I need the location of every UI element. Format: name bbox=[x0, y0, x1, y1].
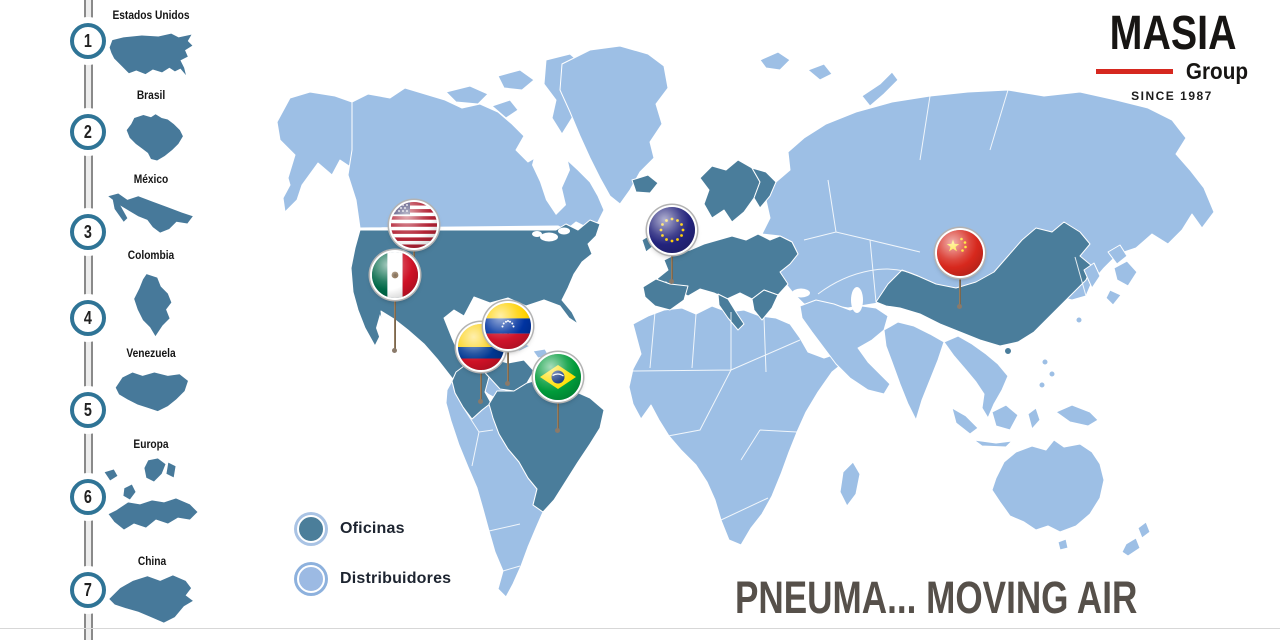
country-label: Europa bbox=[133, 437, 169, 451]
timeline-number-4: 4 bbox=[70, 300, 106, 336]
pin-stick bbox=[392, 275, 397, 353]
timeline-number-7: 7 bbox=[70, 572, 106, 608]
distributor-dot-icon bbox=[297, 565, 325, 593]
europe-silhouette-icon bbox=[103, 457, 199, 531]
country-borders bbox=[462, 89, 1087, 572]
country-label: Colombia bbox=[127, 248, 175, 262]
sidebar-item-china: China bbox=[96, 554, 208, 627]
pin-stick bbox=[505, 326, 510, 386]
legend-item-distribuidores: Distribuidores bbox=[294, 562, 451, 596]
timeline-number-3: 3 bbox=[70, 214, 106, 250]
venezuela-flag-icon bbox=[485, 303, 531, 349]
logo-title: MASIA bbox=[1109, 7, 1237, 60]
sidebar-item-colombia: Colombia bbox=[96, 248, 206, 347]
sidebar-item-venezuela: Venezuela bbox=[96, 346, 206, 419]
sidebar-item-mexico: México bbox=[96, 172, 206, 239]
pin-stick bbox=[957, 253, 962, 309]
office-dot-icon bbox=[297, 515, 325, 543]
mexico-flag-icon bbox=[372, 252, 418, 298]
timeline-number-2: 2 bbox=[70, 114, 106, 150]
country-label: China bbox=[137, 554, 167, 568]
pin-stick bbox=[555, 377, 560, 433]
timeline-number-5: 5 bbox=[70, 392, 106, 428]
masia-group-logo: MASIA Group SINCE 1987 bbox=[1096, 7, 1248, 103]
sidebar-item-europa: Europa bbox=[92, 437, 210, 544]
china-silhouette-icon bbox=[109, 575, 193, 623]
pin-stick bbox=[478, 347, 483, 404]
bottom-divider bbox=[0, 628, 1280, 629]
country-label: Brasil bbox=[136, 88, 166, 102]
china-flag-icon bbox=[937, 230, 983, 276]
colombia-silhouette-icon bbox=[134, 274, 172, 337]
brazil-silhouette-icon bbox=[126, 114, 183, 161]
country-label: México bbox=[133, 172, 169, 186]
mexico-silhouette-icon bbox=[108, 193, 193, 233]
pin-stick bbox=[669, 230, 674, 284]
country-label: Venezuela bbox=[126, 346, 176, 360]
venezuela-silhouette-icon bbox=[115, 372, 188, 412]
country-label: Estados Unidos bbox=[112, 8, 190, 22]
sidebar-item-estados-unidos: Estados Unidos bbox=[96, 8, 206, 81]
legend-item-oficinas: Oficinas bbox=[294, 512, 451, 546]
east-asia-islands bbox=[1038, 244, 1138, 389]
tagline: PNEUMA... MOVING AIR bbox=[735, 572, 1138, 623]
inland-seas bbox=[376, 145, 863, 345]
usa-silhouette-icon bbox=[109, 33, 193, 76]
brazil-flag-icon bbox=[535, 354, 581, 400]
legend-label: Oficinas bbox=[340, 520, 405, 537]
logo-since: SINCE 1987 bbox=[1131, 89, 1213, 103]
distributor-regions bbox=[276, 45, 1215, 598]
logo-subtitle: Group bbox=[1185, 58, 1248, 84]
logo-red-line bbox=[1096, 69, 1173, 74]
timeline-number-6: 6 bbox=[70, 479, 106, 515]
usa-flag-icon bbox=[391, 202, 437, 248]
timeline-number-1: 1 bbox=[70, 23, 106, 59]
legend-label: Distribuidores bbox=[340, 570, 452, 587]
sidebar-item-brasil: Brasil bbox=[96, 88, 206, 169]
eu-flag-icon bbox=[649, 207, 695, 253]
legend: Oficinas Distribuidores bbox=[294, 512, 451, 612]
